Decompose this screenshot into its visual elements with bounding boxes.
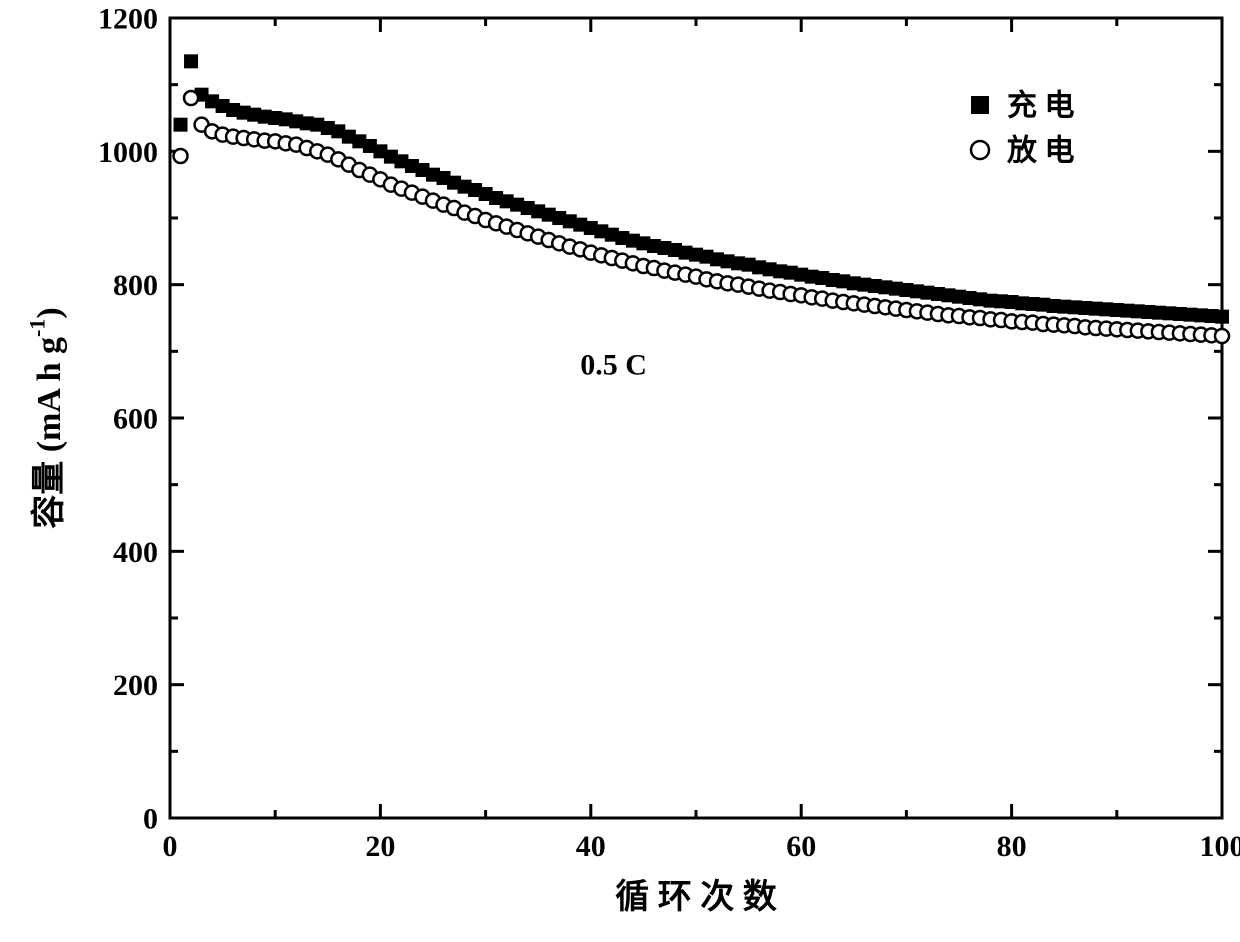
- x-axis-label: 循 环 次 数: [615, 878, 777, 916]
- x-tick-label: 60: [786, 830, 816, 863]
- legend-label: 放 电: [1006, 135, 1075, 168]
- legend-label: 充 电: [1007, 90, 1075, 123]
- rate-annotation: 0.5 C: [580, 349, 647, 382]
- x-tick-label: 0: [163, 830, 178, 863]
- y-tick-label: 400: [113, 536, 158, 569]
- y-tick-label: 0: [143, 803, 158, 836]
- capacity-cycle-chart: 0 20 40 60 80 100 循 环 次 数 0 200 400 600 800 1000 1200…: [0, 0, 1240, 942]
- y-tick-label: 600: [113, 403, 158, 436]
- y-tick-label: 1200: [98, 3, 158, 36]
- x-tick-label: 100: [1200, 830, 1240, 863]
- x-tick-label: 20: [365, 830, 395, 863]
- y-tick-label: 800: [113, 269, 158, 302]
- x-tick-label: 80: [997, 830, 1027, 863]
- legend-marker-square-icon: [971, 96, 989, 114]
- y-tick-label: 200: [113, 669, 158, 702]
- y-axis-label: 容量 (mA h g-1): [25, 307, 68, 528]
- y-tick-label: 1000: [98, 136, 158, 169]
- x-tick-label: 40: [576, 830, 606, 863]
- legend-marker-circle-icon: [971, 141, 989, 159]
